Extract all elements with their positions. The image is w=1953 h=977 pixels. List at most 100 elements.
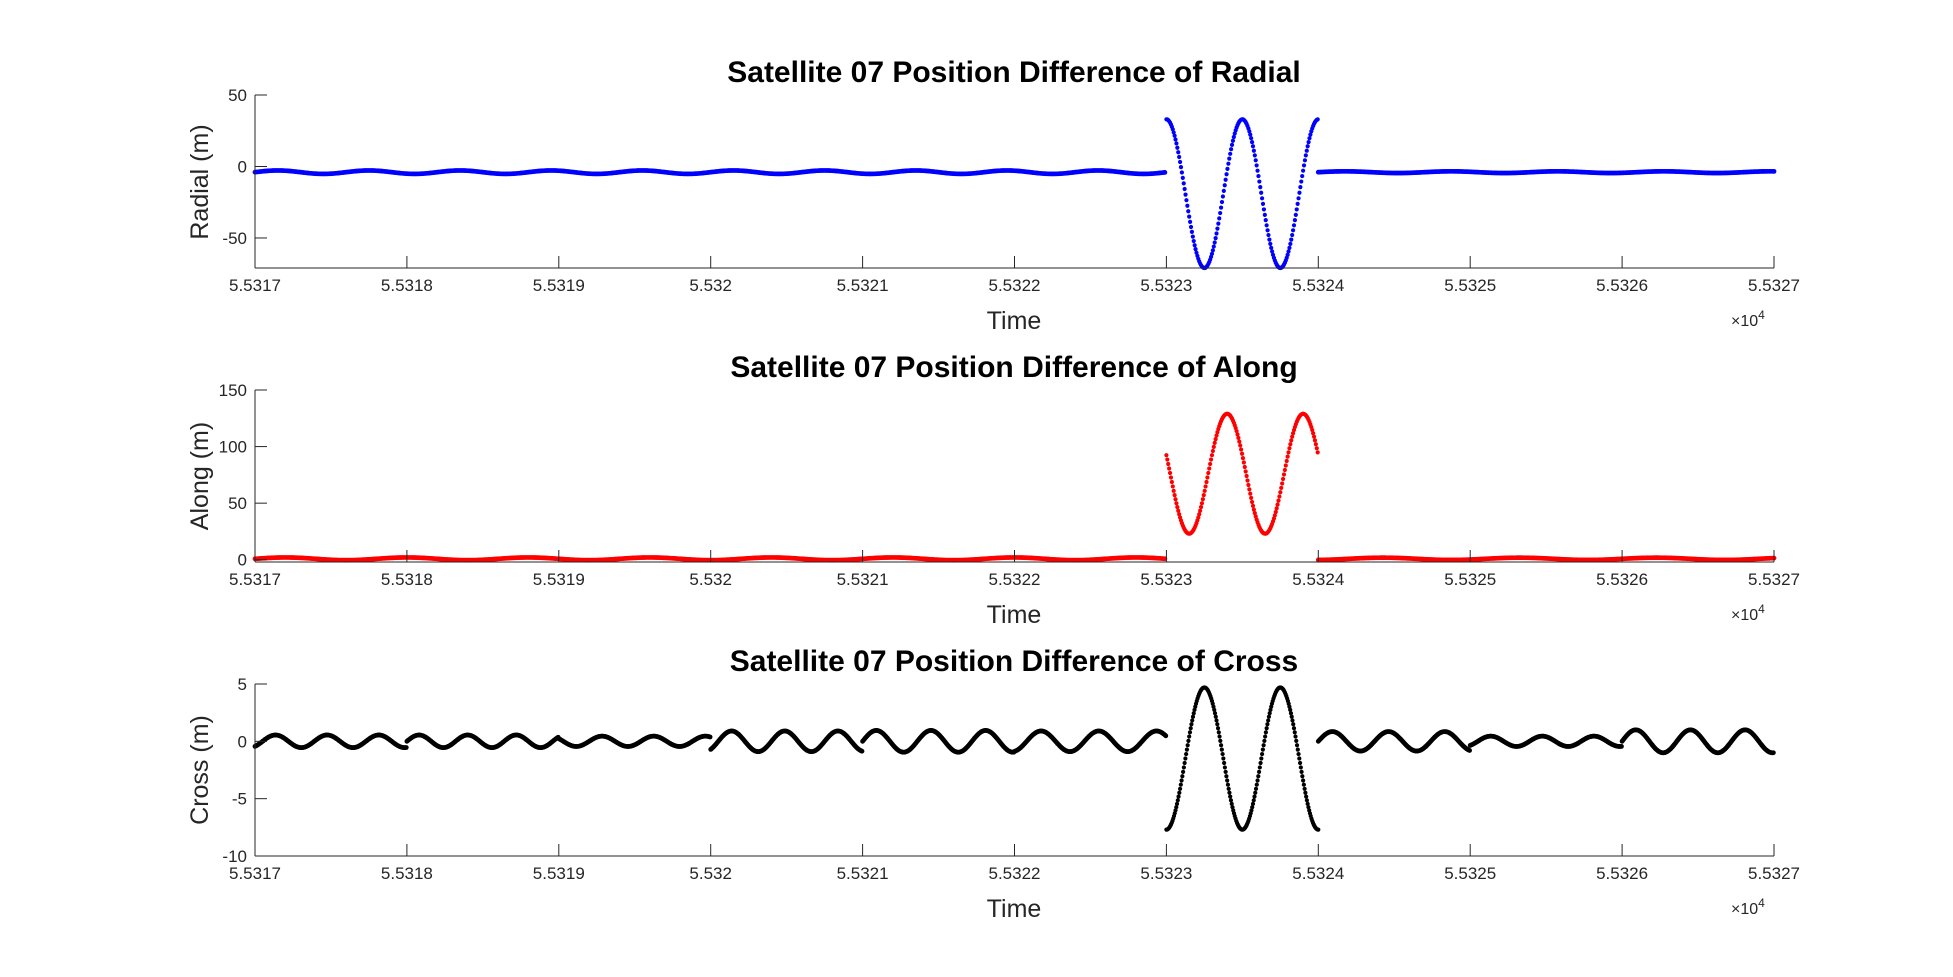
radial-title: Satellite 07 Position Difference of Radi… (727, 56, 1301, 89)
along-data-point (1207, 466, 1212, 471)
cross-x-exponent: ×104 (1731, 896, 1765, 918)
along-data-point (1273, 509, 1278, 515)
radial-y-tick-label: -50 (222, 229, 247, 248)
along-data-point (1171, 488, 1176, 493)
radial-data-point (1293, 212, 1298, 217)
cross-data-point (1288, 711, 1294, 716)
along-data-point (1168, 475, 1174, 480)
along-data-point (1281, 472, 1287, 477)
along-data-point (1206, 470, 1211, 476)
cross-data-point (1187, 730, 1193, 735)
radial-data-point (1162, 169, 1168, 175)
cross-data-point (1183, 756, 1188, 761)
along-data-point (1238, 443, 1243, 448)
along-xlabel: Time (987, 601, 1042, 629)
cross-data-point (1253, 786, 1259, 791)
cross-data-point (1181, 765, 1186, 770)
radial-data-point (1263, 218, 1268, 223)
cross-x-tick-label: 5.5327 (1748, 864, 1800, 883)
radial-data-point (1269, 245, 1274, 250)
cross-data-point (1249, 808, 1254, 813)
along-series-before-gap (252, 555, 1168, 563)
radial-x-tick-label: 5.5324 (1292, 276, 1344, 295)
cross-data-point (1214, 718, 1219, 723)
radial-data-point (1296, 196, 1301, 201)
cross-data-point (1173, 808, 1178, 813)
cross-data-point (1289, 714, 1294, 719)
radial-data-point (1270, 249, 1275, 254)
cross-x-tick-label: 5.5321 (837, 864, 889, 883)
along-data-point (1247, 487, 1252, 492)
cross-x-exponent-power: 4 (1758, 896, 1765, 910)
cross-data-point (1216, 730, 1221, 735)
along-data-point (1286, 450, 1291, 455)
cross-data-point (1293, 734, 1298, 739)
along-x-tick-label: 5.5323 (1140, 570, 1192, 589)
radial-data-point (1249, 136, 1254, 141)
cross-data-point (1295, 747, 1300, 752)
cross-y-tick-label: -10 (222, 847, 247, 866)
along-data-point (1202, 488, 1207, 493)
radial-x-tick-label: 5.5322 (989, 276, 1041, 295)
along-data-point (1285, 454, 1290, 459)
cross-axes: 5.5317 5.5318 5.5319 5.532 5.5321 5.5322 5.532… (222, 675, 1800, 883)
along-x-tick-label: 5.5325 (1444, 570, 1496, 589)
cross-data-point (1178, 782, 1183, 787)
radial-ylabel: Radial (m) (186, 124, 214, 239)
radial-data-point (1213, 236, 1218, 241)
radial-data-point (1249, 139, 1255, 145)
radial-data-point (1255, 168, 1260, 173)
along-data-point (1242, 464, 1247, 470)
along-data-point (1174, 501, 1179, 506)
along-data-point (1241, 460, 1246, 465)
along-data-point (1250, 503, 1256, 508)
cross-data-point (1192, 707, 1197, 712)
cross-data-point (1177, 790, 1182, 795)
along-title: Satellite 07 Position Difference of Alon… (730, 351, 1297, 384)
along-data-point (1167, 466, 1172, 471)
cross-data-point (1267, 711, 1272, 716)
radial-axes: 5.5317 5.5318 5.5319 5.532 5.5321 5.5322 5.532… (222, 86, 1800, 295)
along-x-tick-label: 5.5321 (837, 570, 889, 589)
along-data-point (1275, 502, 1280, 507)
radial-data-point (1247, 129, 1252, 134)
cross-data-point (1189, 722, 1194, 727)
cross-series-seg-4 (708, 728, 865, 755)
radial-data-point (1260, 196, 1265, 201)
along-data-point (1252, 511, 1257, 516)
along-data-point (1196, 515, 1201, 520)
radial-data-point (1305, 144, 1310, 149)
radial-data-point (1261, 207, 1267, 212)
radial-data-point (1286, 249, 1291, 254)
along-data-point (1203, 484, 1208, 489)
cross-data-point (1217, 734, 1222, 739)
cross-x-tick-label: 5.5326 (1596, 864, 1648, 883)
cross-data-point (1187, 734, 1192, 739)
cross-data-point (1191, 711, 1196, 716)
cross-data-point (1228, 798, 1234, 803)
cross-data-point (1219, 747, 1224, 752)
along-data-point (1173, 497, 1178, 502)
radial-data-point (1267, 237, 1272, 242)
along-data-point (1249, 499, 1255, 505)
cross-data-point (1300, 774, 1305, 779)
along-data-point (1315, 450, 1320, 455)
cross-data-point (1256, 769, 1262, 774)
cross-data-point (1294, 743, 1300, 748)
cross-series-seg-6 (1012, 728, 1169, 755)
cross-data-point (1184, 747, 1190, 752)
radial-data-point (1215, 226, 1220, 231)
radial-data-point (1248, 132, 1253, 137)
radial-data-point (1301, 163, 1307, 168)
along-data-point (1312, 438, 1318, 443)
radial-data-point (1227, 156, 1232, 161)
radial-x-tick-label: 5.5323 (1140, 276, 1192, 295)
cross-data-point (1260, 751, 1265, 757)
radial-series-after-gap (1315, 168, 1777, 176)
radial-data-point (1222, 183, 1227, 188)
along-x-tick-label: 5.532 (689, 570, 732, 589)
along-x-exponent: ×104 (1731, 602, 1765, 624)
cross-data-point (1265, 722, 1270, 727)
along-y-tick-label: 100 (219, 438, 247, 457)
along-data-point (1201, 493, 1206, 498)
